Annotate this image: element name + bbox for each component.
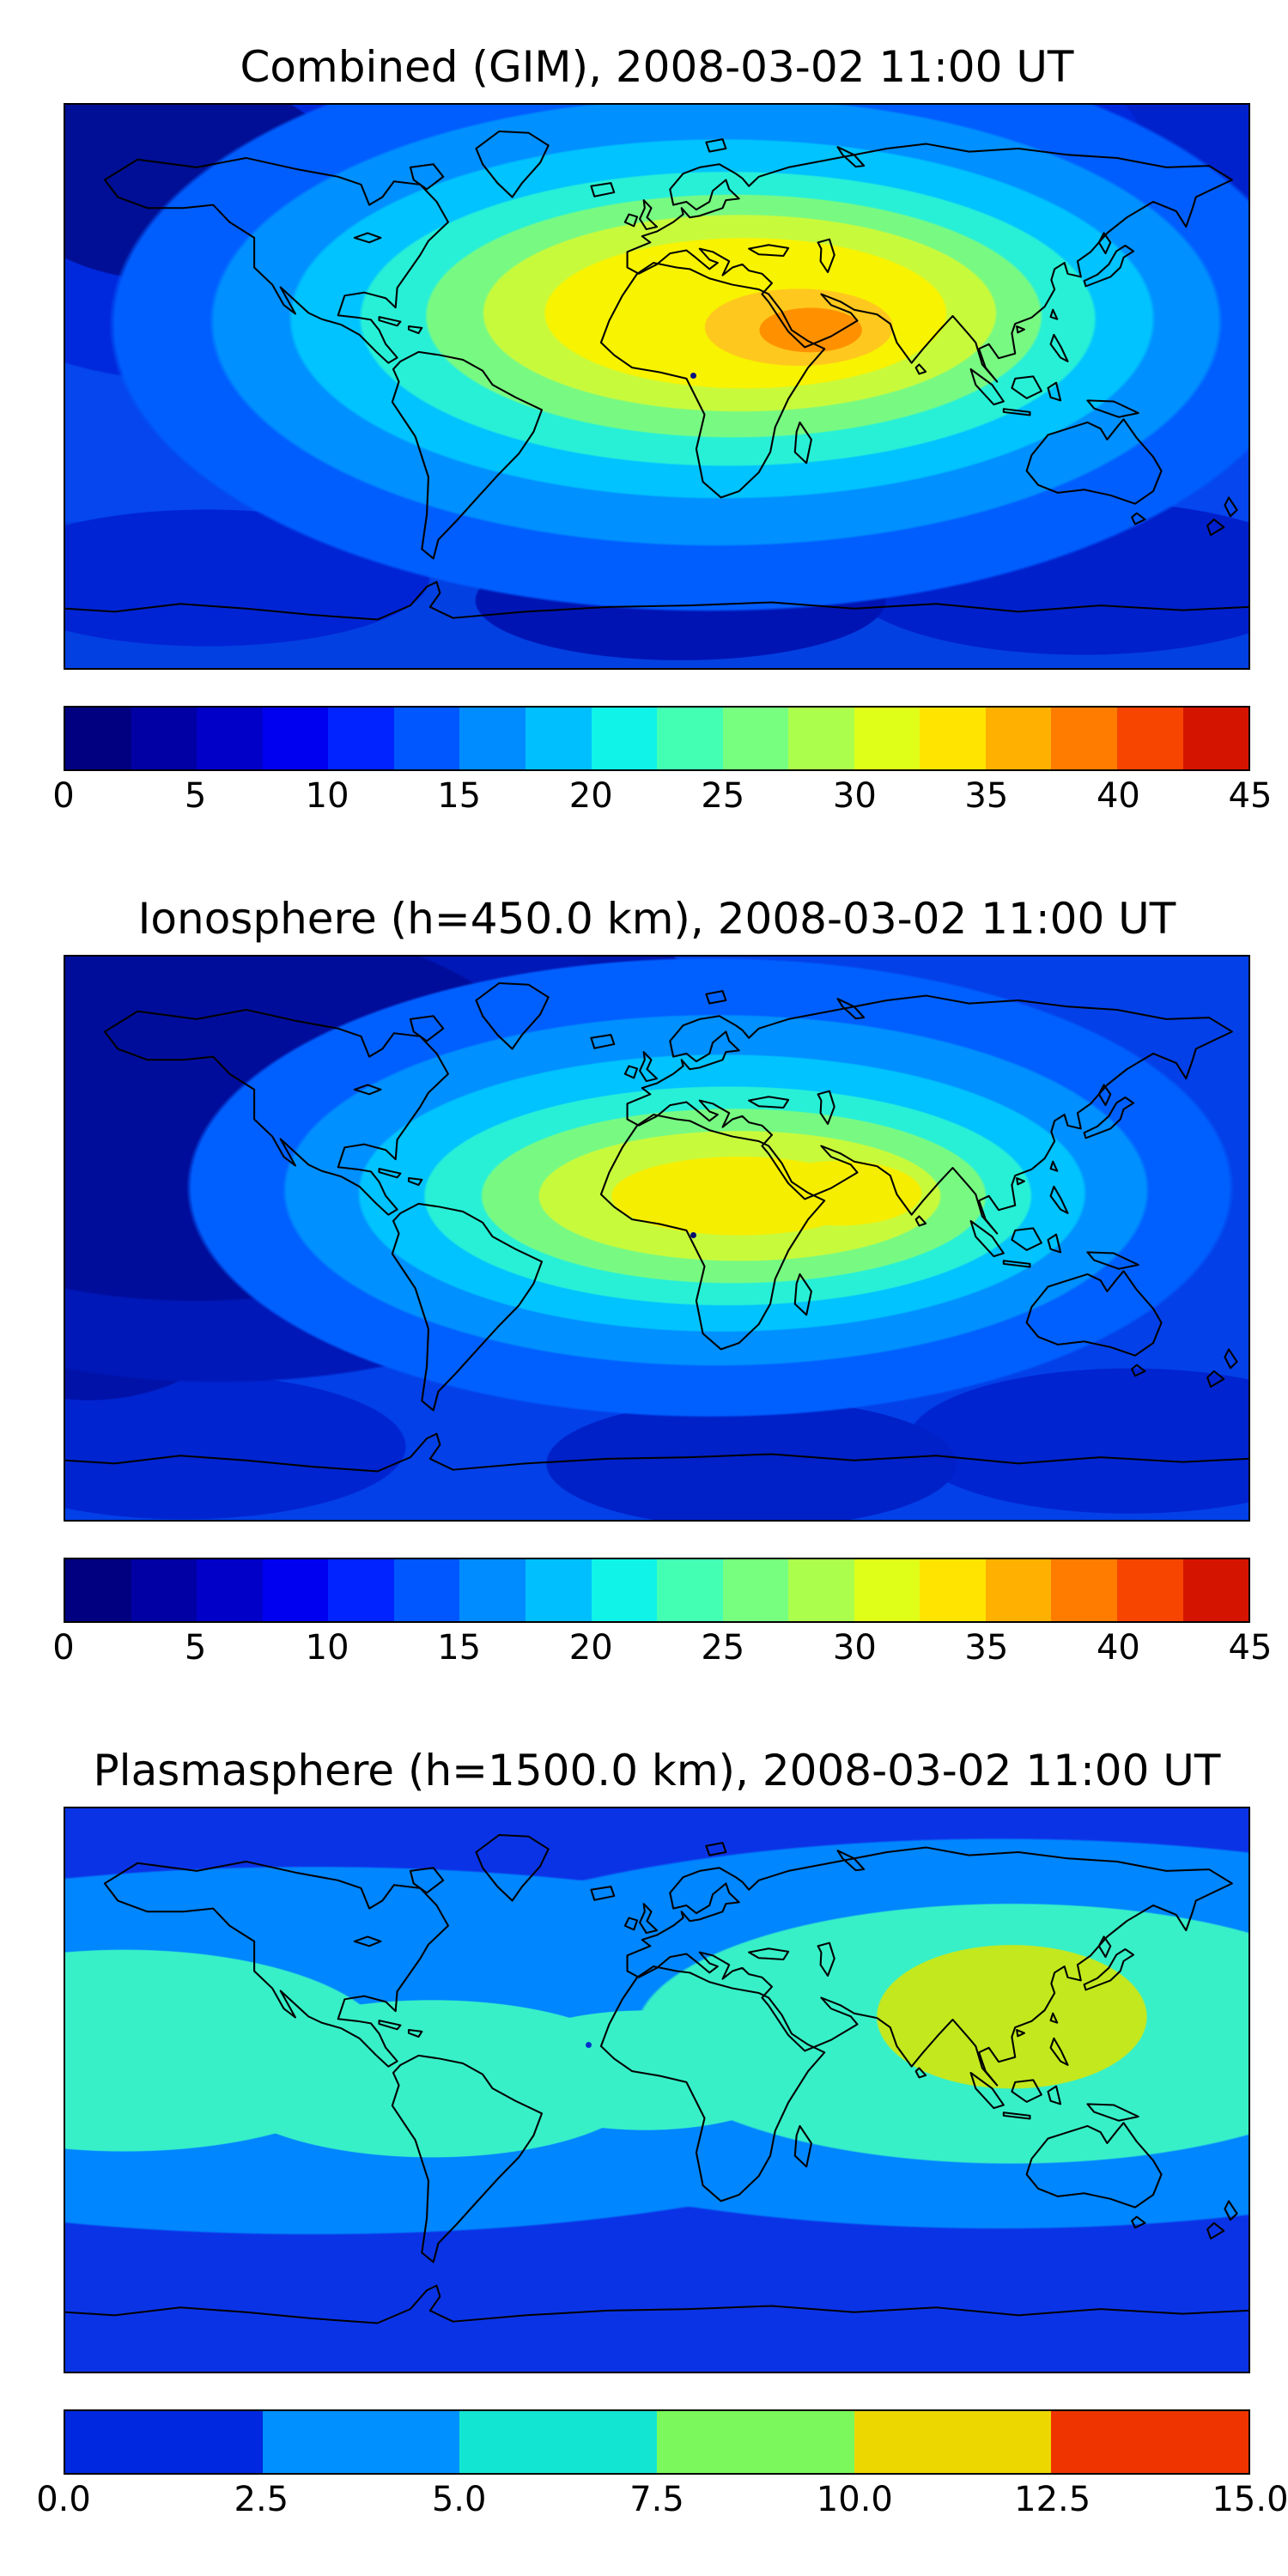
colorbar-tick-label: 2.5 bbox=[234, 2480, 289, 2519]
colorbar-segment bbox=[1117, 708, 1183, 769]
colorbar-tick-label: 15 bbox=[437, 776, 482, 816]
colorbar-segment bbox=[393, 708, 460, 769]
colorbar-segment bbox=[262, 708, 329, 769]
colorbar-segment bbox=[262, 2411, 460, 2473]
colorbar-tick-label: 0.0 bbox=[36, 2480, 91, 2519]
colorbar-plasmasphere bbox=[64, 2409, 1250, 2475]
colorbar-segment bbox=[65, 1559, 131, 1621]
world-coastlines-icon bbox=[65, 130, 1249, 621]
colorbar-segment bbox=[197, 708, 263, 769]
colorbar-segment bbox=[459, 708, 526, 769]
colorbar-tick-label: 5 bbox=[184, 1628, 207, 1668]
colorbar-segment bbox=[328, 708, 394, 769]
colorbar-segment bbox=[1051, 2411, 1249, 2473]
colorbar-tick-label: 40 bbox=[1096, 776, 1140, 816]
panel-plasmasphere: Plasmasphere (h=1500.0 km), 2008-03-02 1… bbox=[36, 1745, 1288, 2519]
colorbar-segment bbox=[131, 708, 197, 769]
colorbar-tick-label: 7.5 bbox=[629, 2480, 684, 2519]
colorbar-segment bbox=[854, 2411, 1052, 2473]
colorbar-segment bbox=[459, 1559, 526, 1621]
colorbar-tick-label: 35 bbox=[964, 1628, 1009, 1668]
station-marker bbox=[586, 2042, 592, 2049]
colorbar-segment bbox=[525, 708, 592, 769]
colorbar-tick-label: 30 bbox=[832, 776, 877, 816]
colorbar-tick-label: 15.0 bbox=[1212, 2480, 1288, 2519]
figure: Combined (GIM), 2008-03-02 11:00 UT 0 5 10… bbox=[36, 0, 1288, 2519]
colorbar-tick-label: 45 bbox=[1228, 776, 1273, 816]
colorbar-tick-label: 15 bbox=[437, 1628, 482, 1668]
colorbar-tick-label: 20 bbox=[568, 1628, 613, 1668]
colorbar-plasmasphere-ticks: 0.0 2.5 5.0 7.5 10.0 12.5 15.0 bbox=[36, 2480, 1288, 2519]
colorbar-segment bbox=[1051, 1559, 1117, 1621]
colorbar-segment bbox=[985, 1559, 1052, 1621]
colorbar-segment bbox=[920, 708, 986, 769]
colorbar-segment bbox=[328, 1559, 394, 1621]
colorbar-tick-label: 5.0 bbox=[431, 2480, 487, 2519]
colorbar-ionosphere bbox=[64, 1558, 1250, 1623]
colorbar-segment bbox=[854, 1559, 920, 1621]
colorbar-segment bbox=[722, 1559, 789, 1621]
station-marker bbox=[690, 372, 696, 379]
colorbar-tick-label: 30 bbox=[832, 1628, 877, 1668]
colorbar-segment bbox=[657, 708, 723, 769]
colorbar-tick-label: 25 bbox=[701, 1628, 745, 1668]
colorbar-tick-label: 5 bbox=[184, 776, 207, 816]
colorbar-segment bbox=[1182, 1559, 1249, 1621]
map-plasmasphere bbox=[64, 1807, 1250, 2373]
world-coastlines-icon bbox=[65, 981, 1249, 1473]
panel-ionosphere: Ionosphere (h=450.0 km), 2008-03-02 11:0… bbox=[52, 893, 1272, 1668]
colorbar-segment bbox=[657, 1559, 723, 1621]
colorbar-segment bbox=[722, 708, 789, 769]
colorbar-tick-label: 12.5 bbox=[1014, 2480, 1091, 2519]
colorbar-tick-label: 10 bbox=[305, 1628, 349, 1668]
colorbar-segment bbox=[65, 2411, 263, 2473]
colorbar-segment bbox=[657, 2411, 854, 2473]
colorbar-segment bbox=[1117, 1559, 1183, 1621]
colorbar-ionosphere-ticks: 0 5 10 15 20 25 30 35 40 45 bbox=[52, 1628, 1272, 1668]
colorbar-segment bbox=[591, 708, 658, 769]
station-marker bbox=[690, 1232, 696, 1239]
colorbar-segment bbox=[920, 1559, 986, 1621]
map-ionosphere bbox=[64, 955, 1250, 1522]
colorbar-segment bbox=[788, 708, 854, 769]
colorbar-segment bbox=[854, 708, 920, 769]
colorbar-segment bbox=[591, 1559, 658, 1621]
colorbar-tick-label: 0 bbox=[52, 776, 75, 816]
colorbar-tick-label: 25 bbox=[701, 776, 745, 816]
colorbar-segment bbox=[525, 1559, 592, 1621]
colorbar-segment bbox=[459, 2411, 658, 2473]
map-combined bbox=[64, 103, 1250, 670]
colorbar-tick-label: 35 bbox=[964, 776, 1009, 816]
colorbar-tick-label: 20 bbox=[568, 776, 613, 816]
world-coastlines-icon bbox=[65, 1833, 1249, 2324]
colorbar-segment bbox=[393, 1559, 460, 1621]
colorbar-tick-label: 10.0 bbox=[816, 2480, 893, 2519]
panel-ionosphere-title: Ionosphere (h=450.0 km), 2008-03-02 11:0… bbox=[137, 894, 1176, 944]
colorbar-segment bbox=[985, 708, 1052, 769]
colorbar-segment bbox=[262, 1559, 329, 1621]
colorbar-segment bbox=[197, 1559, 263, 1621]
colorbar-tick-label: 45 bbox=[1228, 1628, 1273, 1668]
panel-combined-title: Combined (GIM), 2008-03-02 11:00 UT bbox=[240, 42, 1074, 92]
colorbar-tick-label: 0 bbox=[52, 1628, 75, 1668]
colorbar-tick-label: 40 bbox=[1096, 1628, 1140, 1668]
colorbar-segment bbox=[131, 1559, 197, 1621]
colorbar-tick-label: 10 bbox=[305, 776, 349, 816]
colorbar-combined bbox=[64, 706, 1250, 771]
colorbar-segment bbox=[1051, 708, 1117, 769]
colorbar-segment bbox=[1182, 708, 1249, 769]
colorbar-segment bbox=[788, 1559, 854, 1621]
colorbar-segment bbox=[65, 708, 131, 769]
panel-combined: Combined (GIM), 2008-03-02 11:00 UT 0 5 10… bbox=[52, 41, 1272, 816]
panel-plasmasphere-title: Plasmasphere (h=1500.0 km), 2008-03-02 1… bbox=[93, 1746, 1221, 1795]
colorbar-combined-ticks: 0 5 10 15 20 25 30 35 40 45 bbox=[52, 776, 1272, 816]
